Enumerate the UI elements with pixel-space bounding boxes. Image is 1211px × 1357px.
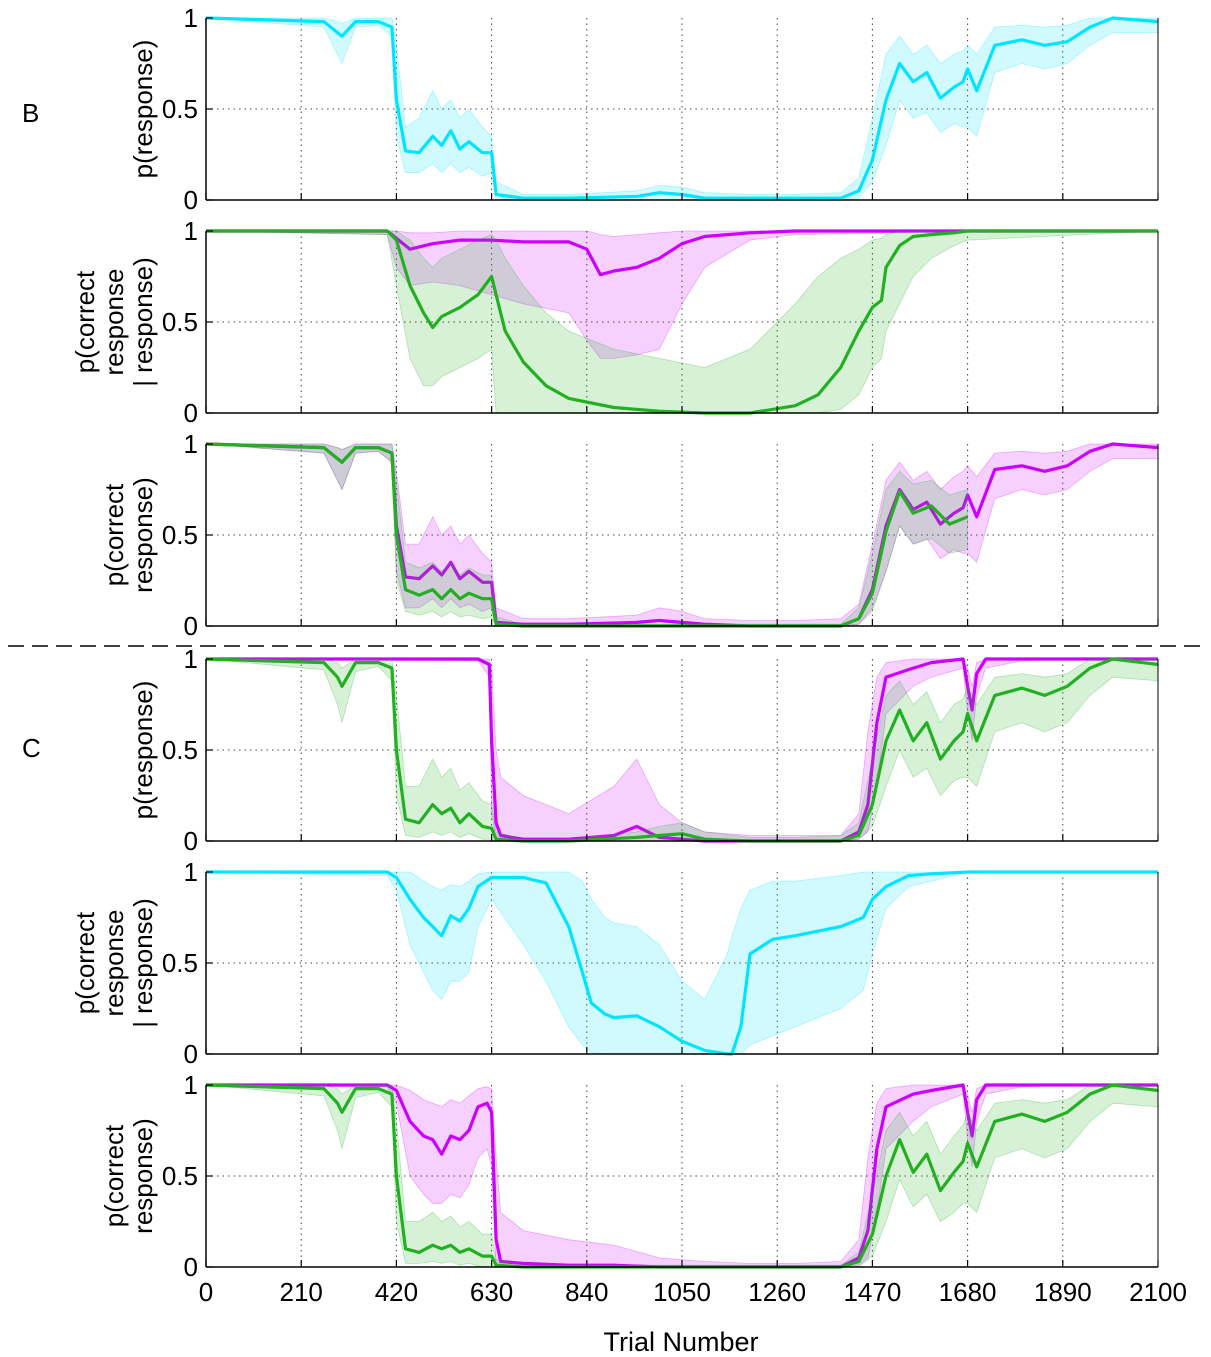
y-axis-label: p(correct [70,911,100,1014]
subplot-3: 0 0.5 1 p(correct response) [99,429,1159,641]
series-line-green [206,229,1158,415]
y-tick-label: 0.5 [162,735,198,765]
y-axis-label: | response) [128,898,158,1028]
subplot-1: 0 0.5 1 p(response) [128,3,1159,215]
y-tick-label: 0.5 [162,948,198,978]
series-line-cyan [206,870,1158,1056]
y-axis-label: p(correct [70,270,100,373]
y-tick-label: 0 [184,1252,198,1282]
x-axis-label: Trial Number [603,1327,758,1357]
x-tick-label: 1260 [748,1277,806,1307]
x-tick-label: 1890 [1034,1277,1092,1307]
confidence-band-magenta [205,230,1158,359]
y-tick-label: 0 [184,611,198,641]
y-tick-label: 1 [184,644,198,674]
y-tick-label: 1 [184,1070,198,1100]
y-tick-label: 1 [184,857,198,887]
x-tick-label: 1470 [843,1277,901,1307]
y-axis-label: response [99,269,129,376]
y-tick-label: 0.5 [162,307,198,337]
confidence-band-cyan [205,871,1158,1055]
panel-label-b: B [22,98,39,128]
y-axis-label: p(response) [128,40,158,179]
y-axis-label: response [99,910,129,1017]
series-line-green [205,442,969,628]
panel-label-c: C [22,733,41,763]
y-axis-label: p(response) [128,681,158,820]
y-tick-label: 0 [184,1039,198,1069]
y-axis-label: response) [128,477,158,593]
y-tick-label: 1 [184,216,198,246]
subplot-4: 0 0.5 1 p(response) [128,644,1159,856]
y-tick-label: 0 [184,398,198,428]
y-tick-label: 0.5 [162,520,198,550]
series-line-green [205,657,1159,843]
x-tick-label: 1050 [653,1277,711,1307]
subplots: 00.51p(response)00.51p(correct response | … [70,3,1187,1307]
x-tick-label: 210 [280,1277,323,1307]
x-tick-label: 0 [199,1277,213,1307]
x-tick-label: 2100 [1129,1277,1187,1307]
confidence-band-magenta [205,1084,1158,1268]
subplot-6: 0 0.5 1 p(correct response) 0 210 420 630 840 1050… [99,1070,1187,1307]
confidence-band-green [205,443,968,627]
x-tick-label: 1680 [939,1277,997,1307]
x-tick-label: 420 [375,1277,418,1307]
y-axis-label: | response) [128,257,158,387]
y-axis-label: p(correct [99,483,129,586]
subplot-5: 0 0.5 1 p(correct response | response) [70,857,1159,1069]
y-tick-label: 1 [184,429,198,459]
y-tick-label: 0.5 [162,94,198,124]
y-tick-label: 0.5 [162,1161,198,1191]
y-tick-label: 1 [184,3,198,33]
y-axis-label: p(correct [99,1124,129,1227]
series-line-magenta [206,229,1158,277]
y-axis-label: response) [128,1118,158,1234]
y-tick-label: 0 [184,185,198,215]
x-tick-label: 630 [470,1277,513,1307]
y-tick-label: 0 [184,826,198,856]
subplot-2: 0 0.5 1 p(correct response | response) [70,216,1159,428]
x-tick-label: 840 [565,1277,608,1307]
